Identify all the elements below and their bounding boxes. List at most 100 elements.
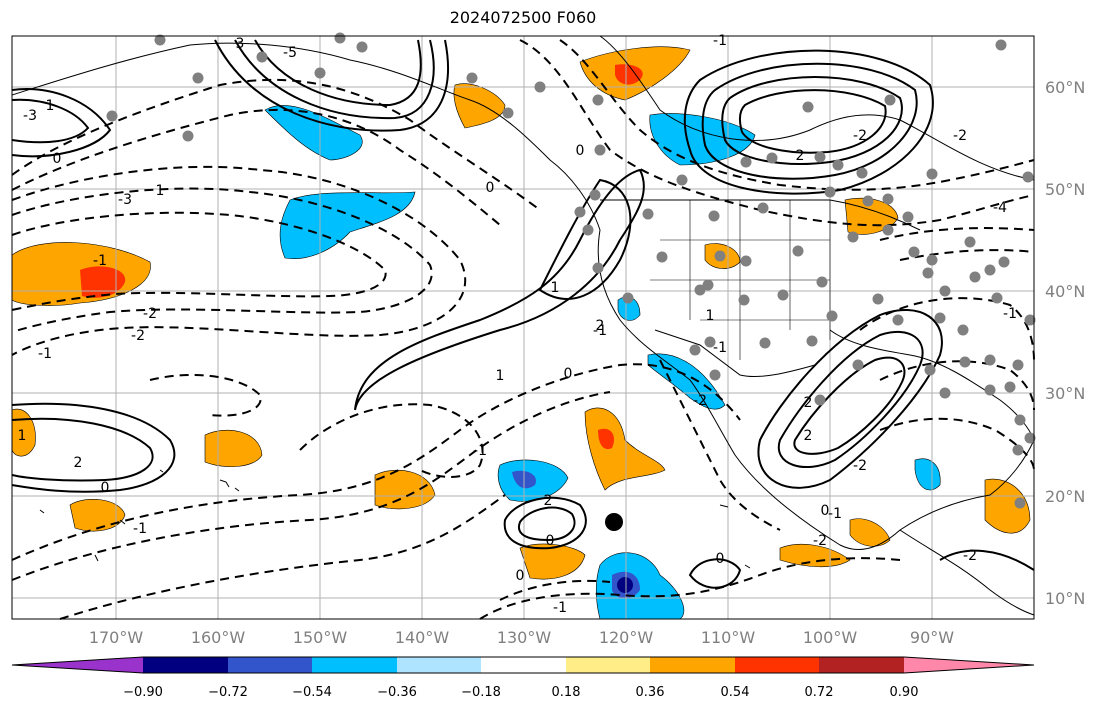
contour-solid-south-ring xyxy=(503,496,587,550)
contour-dashed-canada-2 xyxy=(559,39,1035,191)
anomaly-orange-dateline xyxy=(11,408,36,457)
contour-label: 0 xyxy=(486,180,495,196)
colorbar-segment xyxy=(735,657,819,673)
contour-dashed-north-1 xyxy=(11,78,541,211)
colorbar-tick-label: −0.72 xyxy=(208,685,248,700)
anomaly-blue-caribbean xyxy=(914,458,941,491)
station-dot xyxy=(984,264,996,276)
contour-dashed-gulf-2 xyxy=(879,360,1035,411)
contour-label: -2 xyxy=(143,306,157,322)
contour-solid-alaska-ring2 xyxy=(234,39,435,120)
station-dot xyxy=(964,236,976,248)
lat-label: 60°N xyxy=(1045,78,1085,97)
station-dot xyxy=(924,364,936,376)
station-dot xyxy=(902,211,914,223)
contour-solid-south-ring2 xyxy=(517,506,576,542)
contour-label: 0 xyxy=(576,143,585,159)
contour-solid-alaska-ring1 xyxy=(214,39,449,132)
contour-label: -1 xyxy=(828,506,842,522)
station-dot xyxy=(106,110,118,122)
lon-label: 160°W xyxy=(191,628,246,647)
colorbar-segment xyxy=(650,657,735,673)
contour-label: -2 xyxy=(853,458,867,474)
station-dot xyxy=(592,94,604,106)
station-dot xyxy=(502,107,514,119)
station-dot xyxy=(1014,497,1026,509)
contour-dashed-gulf-3 xyxy=(879,417,1035,471)
colorbar xyxy=(11,656,1035,674)
longitude-labels: 170°W 160°W 150°W 140°W 130°W 120°W 110°… xyxy=(89,628,954,647)
contour-dashed-subtrop-1 xyxy=(11,363,741,561)
station-dot xyxy=(884,94,896,106)
anomaly-blue-north xyxy=(264,105,363,161)
contour-label: 2 xyxy=(796,148,805,164)
contour-label: 2 xyxy=(74,455,83,471)
contour-solid-west-ring2 xyxy=(11,417,154,482)
contour-dashed-tropic-2 xyxy=(499,579,611,601)
colorbar-ticks: −0.90 −0.72 −0.54 −0.36 −0.18 0.18 0.36 … xyxy=(123,685,918,700)
station-dot xyxy=(656,251,668,263)
station-dot xyxy=(356,41,368,53)
contour-dashed-east-1 xyxy=(879,227,1035,241)
contour-dashed-pacific-1 xyxy=(11,165,467,356)
station-dot xyxy=(766,152,778,164)
station-dot xyxy=(642,208,654,220)
contour-solid-tropics xyxy=(688,558,742,589)
station-dot xyxy=(959,356,971,368)
contour-label: -1 xyxy=(553,600,567,616)
lon-label: 130°W xyxy=(497,628,552,647)
lon-label: 110°W xyxy=(701,628,756,647)
colorbar-segment xyxy=(143,657,228,673)
station-dot xyxy=(934,312,946,324)
contour-label: -1 xyxy=(473,443,487,459)
contour-label: -2 xyxy=(693,393,707,409)
contour-dashed-tropic-1 xyxy=(479,557,901,620)
contour-dashed-baja xyxy=(659,359,781,531)
colorbar-segment xyxy=(397,657,481,673)
contour-label: -2 xyxy=(963,548,977,564)
colorbar-segment xyxy=(312,657,397,673)
station-dot xyxy=(806,335,818,347)
contour-label: 3 xyxy=(236,36,245,52)
station-dots xyxy=(106,32,1036,509)
station-dot xyxy=(991,292,1003,304)
anomaly-orange-160w xyxy=(204,429,263,467)
contours xyxy=(11,39,1035,589)
border-us-mexico xyxy=(654,329,816,378)
latitude-labels: 60°N 50°N 40°N 30°N 20°N 10°N xyxy=(1045,78,1085,608)
coastlines xyxy=(11,35,1035,616)
station-dot xyxy=(957,324,969,336)
contour-label: 0 xyxy=(546,533,555,549)
contour-dashed-north-2 xyxy=(11,108,501,226)
contour-label: 2 xyxy=(804,395,813,411)
coastline-canada xyxy=(599,35,1035,181)
colorbar-tick-label: −0.54 xyxy=(292,685,332,700)
station-dot xyxy=(984,354,996,366)
station-dot xyxy=(926,168,938,180)
contour-label: 1 xyxy=(46,98,55,114)
station-dot xyxy=(759,337,771,349)
station-dot xyxy=(182,130,194,142)
anomaly-orange-mexico xyxy=(779,543,851,568)
contour-label: -1 xyxy=(713,33,727,49)
lon-label: 170°W xyxy=(89,628,144,647)
contour-label: 2 xyxy=(596,318,605,334)
contour-dashed-east-2 xyxy=(899,249,1035,261)
contour-solid-west xyxy=(11,88,112,158)
station-dot xyxy=(714,250,726,262)
figure-title: 2024072500 F060 xyxy=(449,8,597,27)
contour-label: -4 xyxy=(993,200,1007,216)
station-dot xyxy=(594,144,606,156)
anomaly-red-north xyxy=(615,64,643,85)
contour-label: 0 xyxy=(564,366,573,382)
station-dot xyxy=(1004,381,1016,393)
contour-solid-canada-ring2 xyxy=(701,62,918,180)
station-dot xyxy=(574,206,586,218)
lat-label: 30°N xyxy=(1045,384,1085,403)
station-dot xyxy=(998,256,1010,268)
station-dot xyxy=(592,262,604,274)
colorbar-tick-label: −0.90 xyxy=(123,685,163,700)
contour-label: 0 xyxy=(53,151,62,167)
station-dot xyxy=(939,285,951,297)
